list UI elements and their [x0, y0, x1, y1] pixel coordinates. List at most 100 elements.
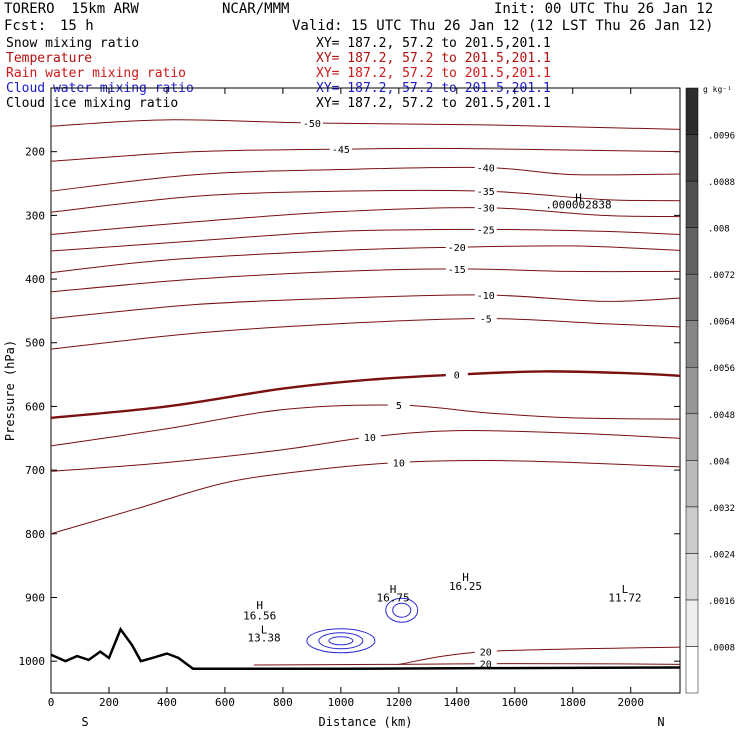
- x-tick-label: 1400: [444, 696, 471, 709]
- isotherm-label: 20: [480, 660, 492, 671]
- colorbar-box: [685, 506, 699, 554]
- isotherm-label: -40: [477, 164, 495, 175]
- colorbar-box: [685, 366, 699, 415]
- y-tick-label: 1000: [19, 655, 46, 668]
- isotherm-label: 20: [480, 648, 492, 659]
- isotherm-label: -20: [448, 243, 466, 254]
- cloud-water-contour: [392, 602, 412, 618]
- x-tick-label: 400: [157, 696, 177, 709]
- isotherm-line: [50, 189, 681, 213]
- extremum-label: L: [622, 583, 629, 596]
- isotherm-label: -10: [477, 291, 495, 302]
- x-tick-label: 800: [273, 696, 293, 709]
- colorbar-tick-label: .0032: [708, 504, 735, 514]
- y-tick-label: 300: [25, 209, 45, 222]
- x-tick-label: 2000: [617, 696, 644, 709]
- field-label: Temperature: [6, 51, 93, 66]
- isotherm-label-bg: [474, 288, 497, 301]
- isotherm-line: [50, 460, 681, 535]
- isotherm-label-bg: [329, 143, 352, 156]
- extremum-label: 13.38: [247, 632, 280, 645]
- cross-section-start-label: S: [81, 715, 88, 729]
- field-xy-range: XY= 187.2, 57.2 to 201.5,201.1: [316, 96, 551, 111]
- isotherm-label-bg: [474, 312, 497, 325]
- isotherm-label-bg: [474, 645, 497, 658]
- isotherm-label: 5: [396, 401, 402, 412]
- x-tick-label: 1000: [328, 696, 355, 709]
- isotherm-line: [50, 245, 681, 274]
- colorbar-box: [685, 87, 699, 135]
- extremum-label: 16.56: [243, 609, 276, 622]
- extremum-label: H: [390, 583, 397, 596]
- isotherm-label-bg: [474, 223, 497, 236]
- extremum-label: 11.72: [608, 591, 641, 604]
- isotherm-label-bg: [300, 117, 323, 130]
- isotherm-line: [50, 268, 681, 293]
- colorbar-tick-label: .0056: [708, 364, 735, 374]
- colorbar-box: [685, 320, 699, 368]
- terrain-line: [50, 626, 681, 671]
- plot-frame: [50, 87, 681, 694]
- x-tick-label: 1600: [502, 696, 529, 709]
- isotherm-label: 10: [393, 458, 405, 469]
- isotherm-label-bg: [474, 161, 497, 174]
- isotherm-line: [50, 147, 681, 162]
- isotherm-line: [50, 294, 681, 320]
- colorbar-box: [685, 646, 699, 694]
- extremum-label: 16.25: [449, 580, 482, 593]
- forecast-hour: 15 h: [60, 18, 94, 34]
- field-xy-range: XY= 187.2, 57.2 to 201.5,201.1: [316, 66, 551, 81]
- x-tick-label: 600: [215, 696, 235, 709]
- y-tick-label: 500: [25, 337, 45, 350]
- isotherm-line: [50, 207, 681, 235]
- x-tick-label: 0: [48, 696, 55, 709]
- isotherm-label: -5: [480, 315, 492, 326]
- extremum-label: H: [256, 599, 263, 612]
- isotherm-line: [253, 663, 681, 666]
- forecast-label: Fcst:: [4, 18, 47, 34]
- isotherm-label-bg: [387, 399, 410, 412]
- colorbar-tick-label: .0096: [708, 132, 735, 142]
- field-label: Snow mixing ratio: [6, 36, 140, 51]
- cross-section-end-label: N: [657, 715, 664, 729]
- isotherm-label: -15: [448, 265, 466, 276]
- colorbar-tick-label: .0072: [708, 271, 735, 281]
- colorbar-tick-label: .0008: [708, 643, 735, 653]
- isotherm-label-bg: [445, 241, 468, 254]
- isotherm-label-bg: [474, 185, 497, 198]
- cloud-water-contour: [328, 636, 354, 646]
- x-tick-label: 200: [99, 696, 119, 709]
- y-tick-label: 700: [25, 464, 45, 477]
- colorbar-tick-label: .0024: [708, 550, 735, 560]
- isotherm-label-bg: [445, 262, 468, 275]
- isotherm-label: -50: [303, 119, 321, 130]
- colorbar-box: [685, 180, 699, 228]
- colorbar-box: [685, 553, 699, 601]
- valid-time: Valid: 15 UTC Thu 26 Jan 12 (12 LST Thu …: [292, 18, 714, 34]
- field-xy-range: XY= 187.2, 57.2 to 201.5,201.1: [316, 51, 551, 66]
- isotherm-label-bg: [445, 368, 468, 381]
- isotherm-label: -25: [477, 225, 495, 236]
- cloud-water-contour: [385, 597, 419, 623]
- isotherm-label: -35: [477, 187, 495, 198]
- colorbar-unit: g kg⁻¹: [703, 85, 732, 94]
- isotherm-line: [50, 119, 681, 130]
- extremum-label: L: [261, 623, 268, 636]
- extremum-label: 16.75: [376, 591, 409, 604]
- isotherm-label-bg: [474, 657, 497, 670]
- colorbar-box: [685, 273, 699, 321]
- extremum-label: H: [462, 571, 469, 584]
- colorbar-box: [685, 227, 699, 275]
- colorbar-box: [685, 599, 699, 647]
- colorbar-tick-label: .0048: [708, 411, 735, 421]
- y-tick-label: 800: [25, 528, 45, 541]
- isotherm-label: -45: [332, 145, 350, 156]
- isotherm-line: [50, 370, 681, 420]
- y-tick-label: 900: [25, 591, 45, 604]
- colorbar-tick-label: .004: [708, 457, 730, 467]
- field-label: Cloud ice mixing ratio: [6, 96, 179, 111]
- colorbar-box: [685, 460, 699, 508]
- isotherm-label-bg: [474, 201, 497, 214]
- isotherm-label: 0: [454, 371, 460, 382]
- init-time: Init: 00 UTC Thu 26 Jan 12: [494, 1, 714, 17]
